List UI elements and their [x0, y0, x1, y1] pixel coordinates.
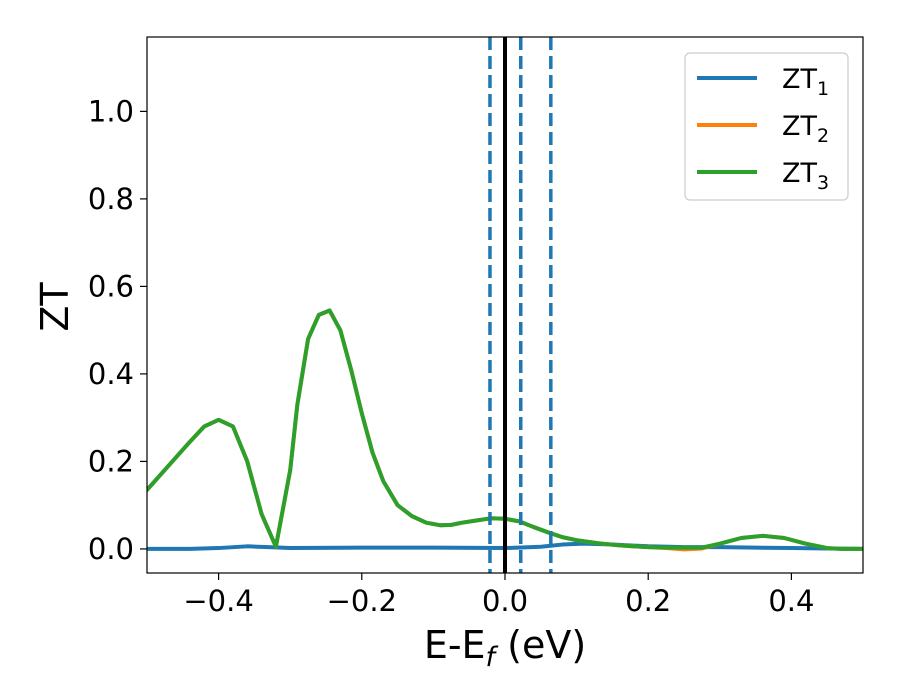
series-line-zt3 [147, 308, 863, 551]
x-tick-label: −0.4 [183, 584, 253, 618]
x-tick-label: 0.0 [482, 584, 528, 618]
y-tick-label: 0.8 [88, 182, 134, 216]
legend-box [684, 52, 849, 201]
legend: ZT1 ZT2 ZT3 [684, 52, 849, 201]
y-tick-label: 1.0 [88, 94, 134, 128]
x-tick-label: 0.2 [625, 584, 671, 618]
legend-label-zt1: ZT1 [782, 64, 829, 100]
y-tick-label: 0.4 [88, 357, 134, 391]
axes: −0.4 −0.2 0.0 0.2 0.4 0.0 0.2 0.4 0.6 0.8 1.0 E-Ef … [33, 36, 864, 673]
series-line-zt1 [147, 541, 863, 551]
legend-label-zt3: ZT3 [782, 158, 829, 194]
plot-area [147, 37, 863, 573]
legend-label-zt2: ZT2 [782, 111, 829, 147]
y-tick-label: 0.0 [88, 532, 134, 566]
y-tick-label: 0.6 [88, 269, 134, 303]
y-tick-label: 0.2 [88, 444, 134, 478]
x-axis-label: E-Ef (eV) [424, 623, 586, 673]
x-tick-label: 0.4 [768, 584, 814, 618]
y-axis-label: ZT [33, 282, 77, 332]
x-tick-label: −0.2 [327, 584, 397, 618]
